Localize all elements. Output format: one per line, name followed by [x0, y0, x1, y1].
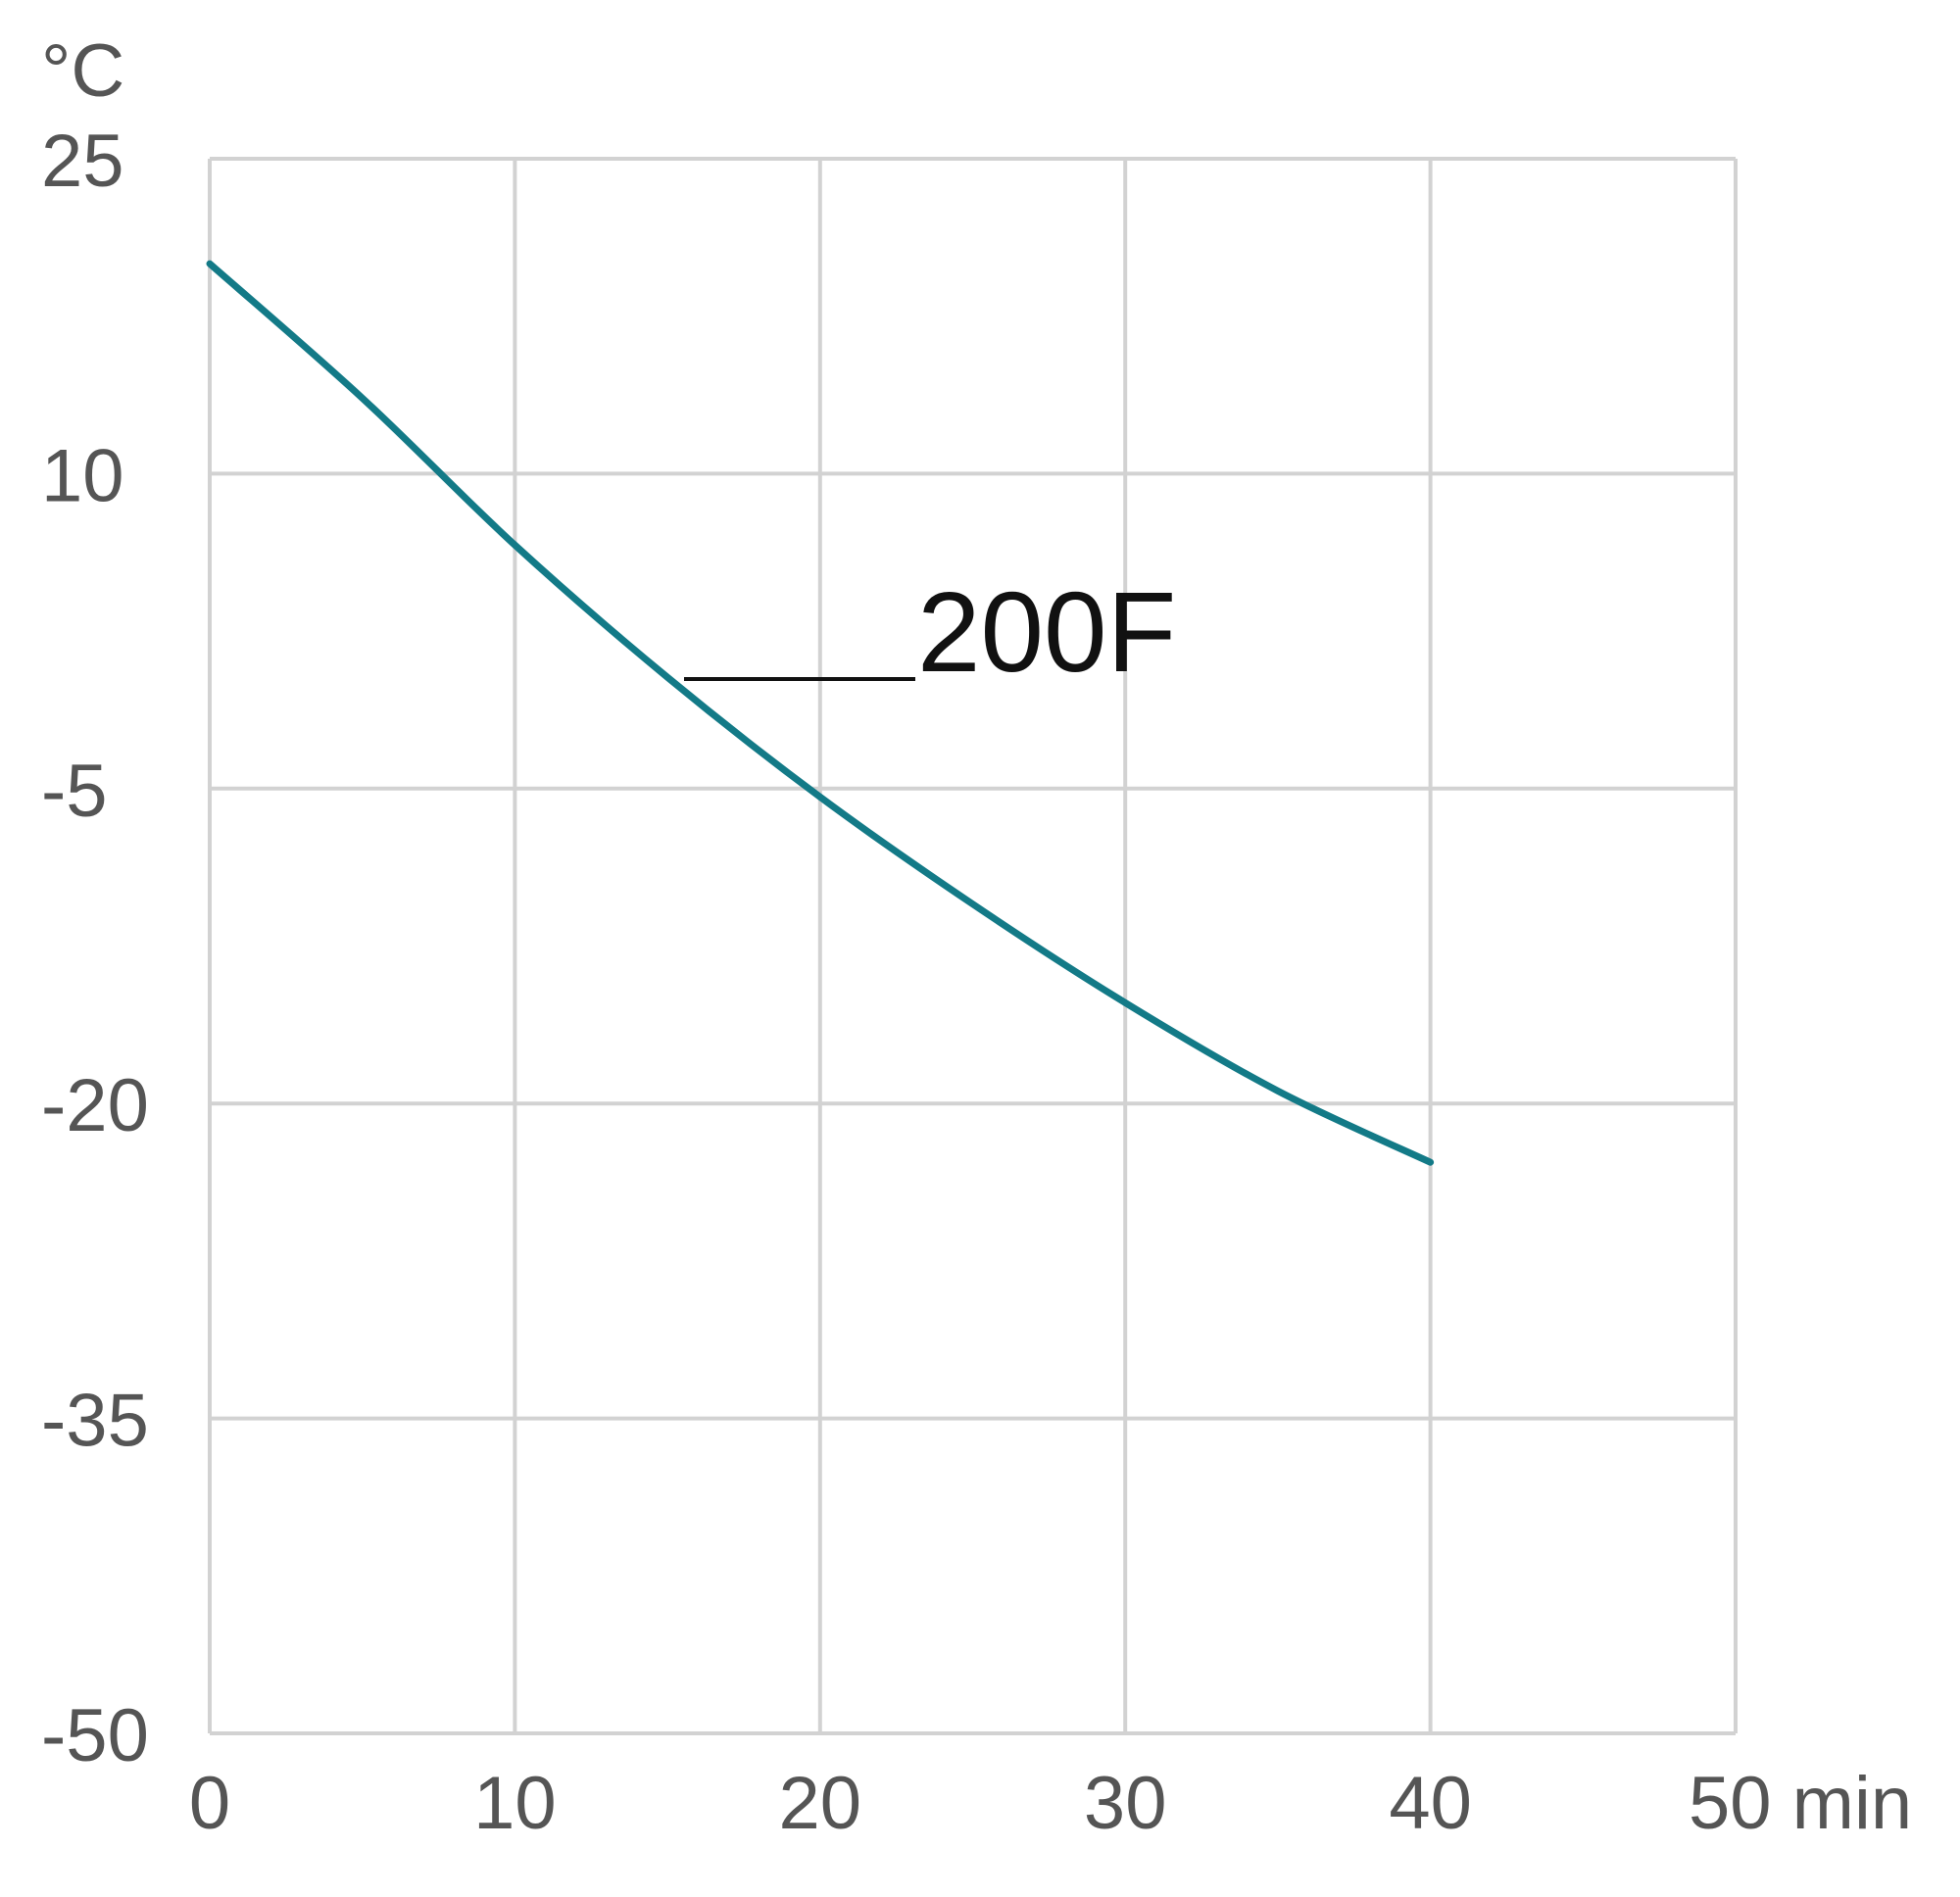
y-tick-label: 10	[41, 434, 124, 517]
y-tick-label: -50	[41, 1694, 149, 1777]
x-tick-label: 40	[1389, 1762, 1472, 1845]
y-tick-label: -20	[41, 1064, 149, 1147]
y-axis-unit-label: °C	[41, 29, 124, 113]
x-tick-label: 50 min	[1689, 1762, 1912, 1845]
series-annotation: 200F	[684, 568, 1176, 696]
x-tick-label: 0	[189, 1762, 230, 1845]
grid	[208, 157, 1738, 1735]
series-line-200F	[206, 260, 1435, 1166]
y-axis-tick-labels: 25 10 -5 -20 -35 -50	[41, 120, 149, 1777]
x-tick-label: 20	[779, 1762, 862, 1845]
y-tick-label: 25	[41, 120, 124, 203]
x-axis-tick-labels: 0 10 20 30 40 50 min	[189, 1762, 1912, 1845]
series-annotation-label: 200F	[917, 568, 1176, 696]
x-tick-label: 30	[1084, 1762, 1167, 1845]
series-layer	[206, 260, 1435, 1166]
y-tick-label: -5	[41, 750, 108, 833]
y-tick-label: -35	[41, 1380, 149, 1463]
x-tick-label: 10	[473, 1762, 557, 1845]
